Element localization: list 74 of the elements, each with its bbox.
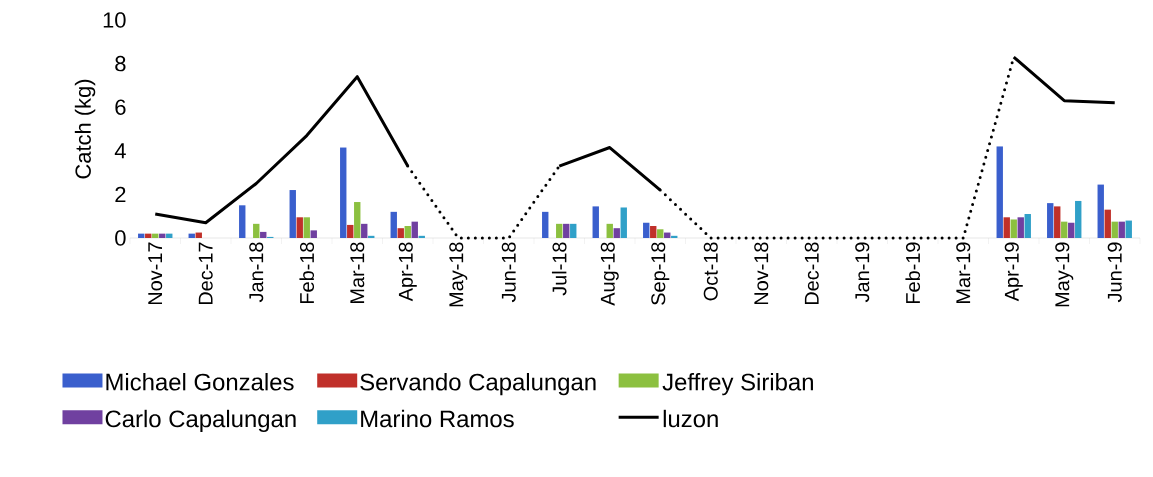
- legend-label: Servando Capalungan: [360, 372, 596, 396]
- x-tick-label: Sep-18: [651, 242, 670, 305]
- bar: [606, 223, 613, 238]
- bar: [1104, 209, 1111, 238]
- bar: [1068, 222, 1075, 238]
- legend-label: Michael Gonzales: [106, 372, 294, 391]
- bar: [253, 223, 260, 238]
- x-tick-label: Mar-18: [350, 242, 365, 303]
- bar: [289, 190, 296, 238]
- bar: [996, 146, 1003, 238]
- bar: [260, 231, 267, 238]
- bar: [1047, 203, 1054, 238]
- bar: [1017, 217, 1024, 238]
- x-tick-label: Dec-18: [804, 242, 819, 305]
- bar: [390, 211, 397, 238]
- bar: [310, 230, 317, 238]
- bar: [303, 217, 310, 238]
- bar: [1075, 200, 1082, 238]
- bar: [1111, 221, 1118, 238]
- bar: [1024, 214, 1031, 238]
- bar: [340, 147, 347, 238]
- bar: [1097, 184, 1104, 238]
- bar: [563, 223, 570, 238]
- y-tick-label: 0: [115, 230, 126, 246]
- x-tick-label: Oct-18: [703, 242, 718, 301]
- bar: [397, 228, 404, 238]
- x-tick-label: May-18: [449, 242, 468, 307]
- x-tick-label: Jun-19: [1107, 242, 1122, 303]
- x-tick-label: Feb-18: [299, 242, 315, 304]
- legend-label: luzon: [663, 409, 718, 428]
- bar: [1061, 221, 1068, 238]
- bar: [347, 224, 354, 238]
- y-tick-label: 6: [115, 99, 126, 115]
- bar: [354, 202, 361, 238]
- bar: [1054, 206, 1061, 238]
- bar: [361, 223, 368, 238]
- bar: [296, 217, 303, 238]
- y-tick-label: 10: [103, 12, 126, 28]
- y-tick-label: 8: [115, 55, 126, 72]
- legend-label: Carlo Capalungan: [105, 409, 296, 433]
- bar: [239, 205, 246, 238]
- bar: [643, 222, 650, 238]
- bar: [1003, 217, 1010, 238]
- bar: [411, 221, 418, 238]
- bar: [1125, 220, 1132, 238]
- bar: [404, 226, 411, 238]
- y-tick-label: 4: [114, 143, 126, 159]
- x-tick-label: Aug-18: [600, 242, 619, 306]
- bar: [570, 223, 577, 238]
- x-tick-label: Jun-18: [501, 242, 516, 303]
- x-tick-label: Feb-19: [905, 242, 921, 304]
- bar: [556, 223, 563, 238]
- x-tick-label: Nov-18: [754, 242, 769, 305]
- y-axis-title: Catch (kg): [74, 79, 96, 179]
- bar: [613, 228, 620, 238]
- x-tick-label: May-19: [1055, 242, 1074, 307]
- x-tick-label: Jan-18: [249, 242, 264, 303]
- x-tick-label: Apr-19: [1004, 242, 1023, 302]
- x-tick-label: Mar-19: [956, 242, 971, 303]
- bar: [650, 226, 657, 238]
- x-tick-label: Apr-18: [398, 242, 417, 302]
- x-tick-label: Dec-17: [198, 242, 213, 305]
- bar: [592, 206, 599, 238]
- bar: [620, 207, 627, 238]
- x-tick-label: Jan-19: [855, 242, 870, 303]
- y-tick-label: 2: [115, 186, 126, 203]
- legend-label: Jeffrey Siriban: [662, 372, 813, 396]
- bar: [1118, 221, 1125, 238]
- bar: [657, 229, 664, 238]
- bar: [542, 211, 549, 238]
- legend-label: Marino Ramos: [361, 409, 514, 428]
- x-tick-label: Jul-18: [551, 242, 567, 296]
- x-tick-label: Nov-17: [148, 242, 163, 305]
- bar: [1010, 219, 1017, 238]
